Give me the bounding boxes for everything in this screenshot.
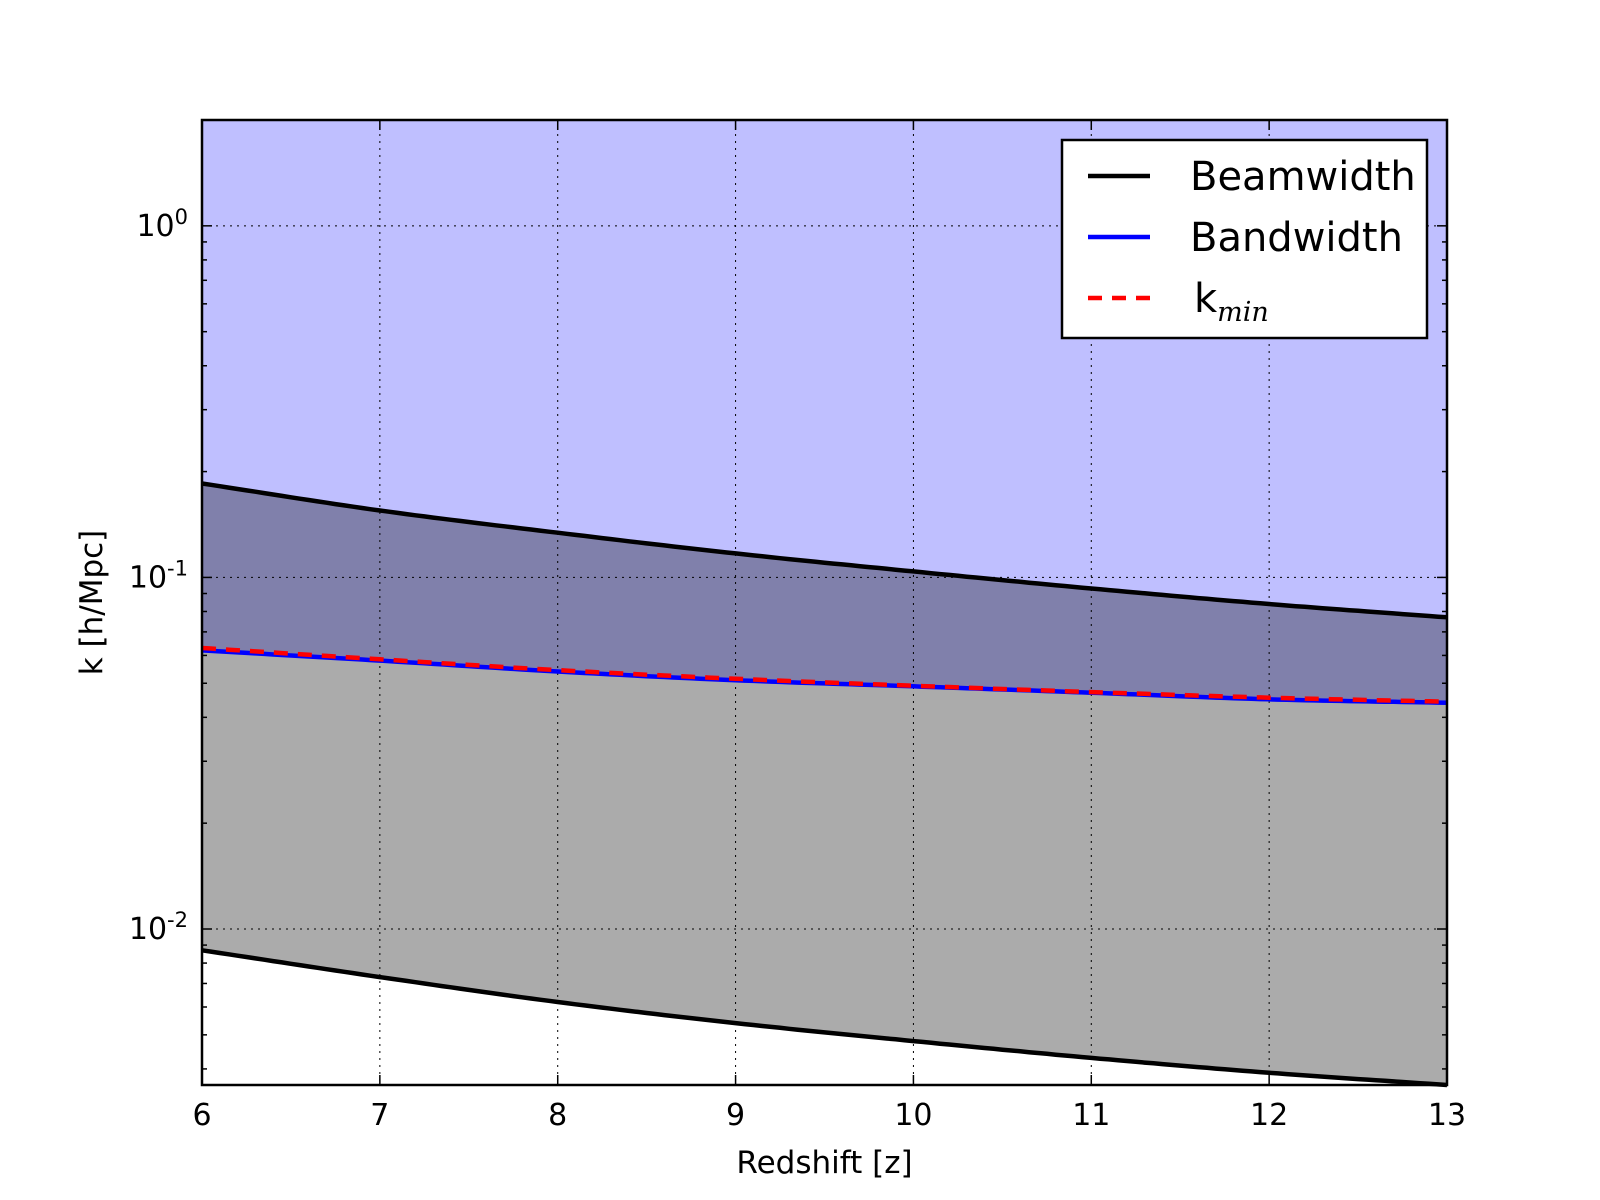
legend-label: Beamwidth — [1190, 154, 1416, 200]
series-lines — [201, 481, 1448, 1088]
x-tick-labels: 6 7 8 9 10 11 12 13 — [192, 1098, 1466, 1133]
legend-label: Bandwidth — [1190, 215, 1403, 261]
beamwidth-upper-line — [201, 481, 1448, 620]
plot-frame — [200, 118, 1449, 1087]
x-tick-label: 7 — [370, 1098, 389, 1133]
x-axis-label: Redshift [z] — [736, 1145, 912, 1181]
legend-label: kmin — [1194, 276, 1269, 328]
x-tick-label: 8 — [548, 1098, 567, 1133]
x-tick-label: 6 — [192, 1098, 211, 1133]
beamwidth-lower-line — [201, 948, 1448, 1088]
x-tick-label: 12 — [1250, 1098, 1288, 1133]
y-axis-label: k [h/Mpc] — [74, 530, 110, 676]
y-tick-label: 100 — [136, 205, 188, 244]
x-tick-label: 11 — [1072, 1098, 1110, 1133]
y-tick-labels: 10-2 10-1 100 — [129, 205, 188, 947]
y-tick-label: 10-2 — [129, 908, 188, 947]
kmin-line — [201, 645, 1448, 704]
x-tick-label: 10 — [894, 1098, 932, 1133]
x-tick-label: 9 — [726, 1098, 745, 1133]
y-tick-label: 10-1 — [129, 556, 188, 595]
x-tick-label: 13 — [1428, 1098, 1466, 1133]
legend: Beamwidth Bandwidth kmin — [1060, 138, 1429, 340]
tick-marks — [201, 119, 1448, 1085]
beamwidth-accessible-region — [202, 483, 1447, 1085]
